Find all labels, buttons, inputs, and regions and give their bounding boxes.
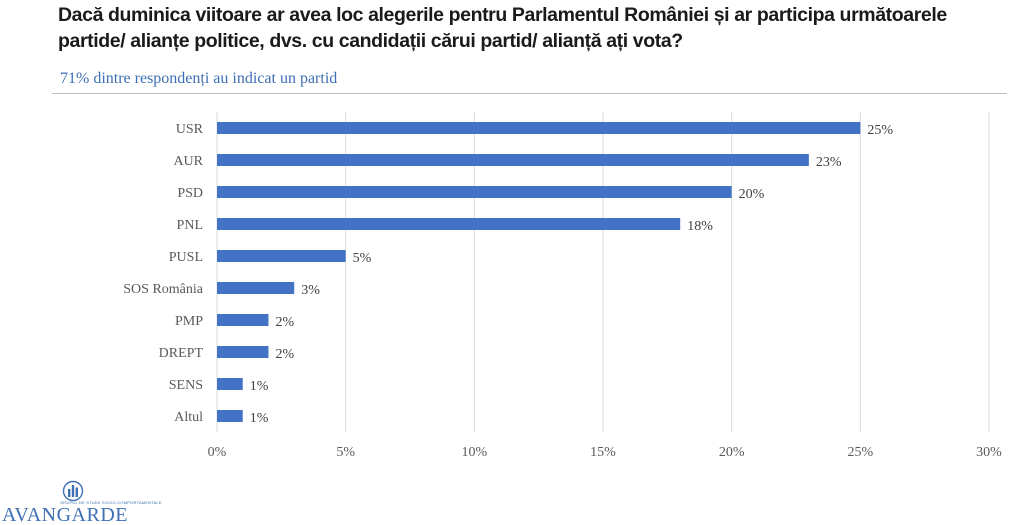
avangarde-logo: GRUPUL DE STUDII SOCIO-COMPORTAMENTALE A… xyxy=(0,478,162,525)
value-label-sos-rom-nia: 3% xyxy=(301,283,320,298)
title-text-bold: Parlamentul României xyxy=(511,4,709,26)
bar-pmp xyxy=(217,314,269,326)
bar-sos-rom-nia xyxy=(217,282,295,294)
value-label-sens: 1% xyxy=(250,379,269,394)
value-label-usr: 25% xyxy=(867,123,893,138)
value-label-pnl: 18% xyxy=(687,219,713,234)
category-label-altul: Altul xyxy=(174,410,203,425)
x-tick-label-15: 15% xyxy=(590,445,616,460)
x-tick-label-5: 5% xyxy=(336,445,355,460)
bar-pusl xyxy=(217,250,346,262)
value-label-psd: 20% xyxy=(739,187,765,202)
x-tick-label-0: 0% xyxy=(208,445,227,460)
chart-subtitle: 71% dintre respondenți au indicat un par… xyxy=(60,70,338,87)
x-tick-label-30: 30% xyxy=(976,445,1002,460)
value-labels: 25% 23% 20% 18% 5% 3% 2% 2% 1% 1% xyxy=(250,123,894,426)
bar-sens xyxy=(217,378,243,390)
category-label-usr: USR xyxy=(176,122,204,137)
category-label-pusl: PUSL xyxy=(169,250,203,265)
bar-psd xyxy=(217,186,732,198)
title-text-pre: Dacă duminica viitoare ar avea loc alege… xyxy=(58,4,512,26)
bar-drept xyxy=(217,346,269,358)
logo-tagline: GRUPUL DE STUDII SOCIO-COMPORTAMENTALE xyxy=(60,500,162,505)
category-label-sos-rom-nia: SOS România xyxy=(123,282,204,297)
category-label-aur: AUR xyxy=(173,154,203,169)
x-tick-label-25: 25% xyxy=(847,445,873,460)
x-axis-tick-labels: 0% 5% 10% 15% 20% 25% 30% xyxy=(208,445,1003,460)
value-label-pusl: 5% xyxy=(353,251,372,266)
category-label-pmp: PMP xyxy=(175,314,203,329)
header-divider xyxy=(52,93,1007,94)
bar-usr xyxy=(217,122,861,134)
value-label-altul: 1% xyxy=(250,411,269,426)
title-text-post: și ar participa următoarele partide/ ali… xyxy=(58,4,947,52)
bar-pnl xyxy=(217,218,681,230)
category-label-sens: SENS xyxy=(169,378,203,393)
bar-altul xyxy=(217,410,243,422)
avangarde-logo-icon xyxy=(62,480,84,502)
logo-wordmark: AVANGARDE xyxy=(2,504,129,525)
bar-chart: USR AUR PSD PNL PUSL SOS România PMP DREPT SENS A… xyxy=(123,112,1003,460)
bars xyxy=(217,122,861,422)
x-tick-label-10: 10% xyxy=(461,445,487,460)
value-label-drept: 2% xyxy=(275,347,294,362)
bar-aur xyxy=(217,154,809,166)
category-label-psd: PSD xyxy=(177,186,203,201)
chart-title: Dacă duminica viitoare ar avea loc alege… xyxy=(58,2,1018,54)
value-label-pmp: 2% xyxy=(275,315,294,330)
category-label-pnl: PNL xyxy=(177,218,203,233)
x-tick-label-20: 20% xyxy=(719,445,745,460)
value-label-aur: 23% xyxy=(816,155,842,170)
category-labels: USR AUR PSD PNL PUSL SOS România PMP DREPT SENS A… xyxy=(123,122,204,425)
category-label-drept: DREPT xyxy=(159,346,204,361)
